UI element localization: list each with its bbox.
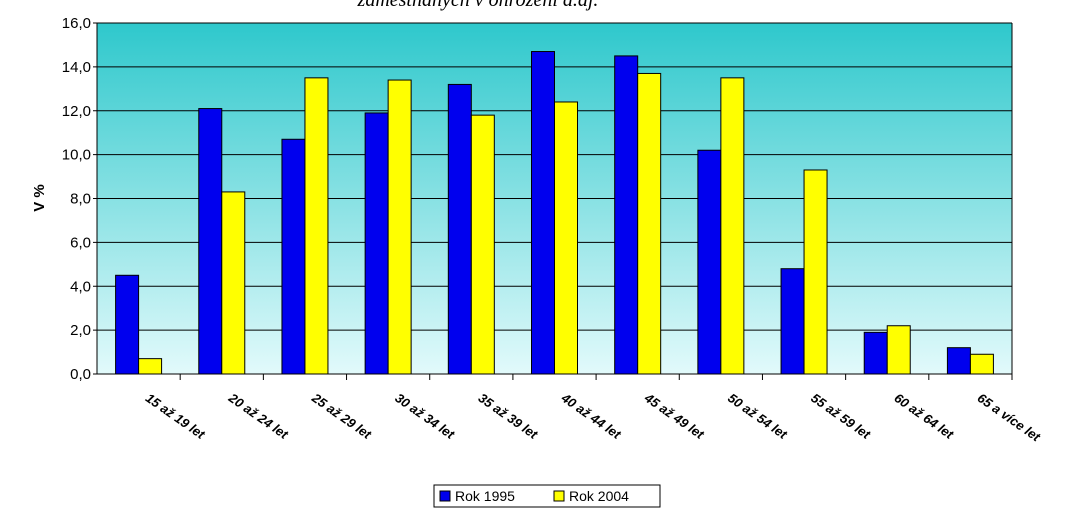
bar-rok-1995 (281, 138, 306, 375)
x-tick-label: 20 až 24 let (225, 390, 291, 443)
bar-rok-1995 (447, 83, 472, 375)
bar-rok-2004 (387, 79, 412, 375)
x-tick-label: 35 až 39 let (476, 390, 541, 442)
x-tick-label: 25 až 29 let (308, 390, 374, 443)
bar-rok-1995 (863, 331, 888, 375)
y-axis-label: V % (31, 184, 48, 212)
x-tick-label: 30 až 34 let (392, 390, 457, 442)
x-tick-label: 45 až 49 let (641, 390, 707, 443)
bar-rok-2004 (554, 101, 578, 375)
y-tick-label: 4,0 (70, 278, 91, 295)
bar-rok-2004 (637, 72, 662, 375)
bar-rok-1995 (531, 51, 555, 375)
legend-swatch-2004 (553, 490, 565, 502)
legend-label-2004: Rok 2004 (569, 488, 629, 504)
bar-rok-2004 (803, 169, 828, 375)
x-tick-label: 50 až 54 let (725, 390, 790, 442)
bar-rok-1995 (198, 108, 223, 375)
legend-swatch-1995 (439, 490, 451, 502)
bar-rok-2004 (221, 191, 246, 375)
y-tick-label: 8,0 (70, 191, 91, 208)
bar-rok-1995 (697, 149, 722, 375)
chart-title: zaměstnaných v ohrožení a.aj. (357, 0, 599, 11)
bar-rok-2004 (138, 358, 163, 375)
bar-rok-2004 (470, 114, 495, 375)
bar-rok-2004 (969, 353, 994, 375)
bar-rok-1995 (115, 274, 140, 375)
bar-rok-1995 (614, 55, 639, 375)
legend-box (433, 484, 661, 508)
y-tick-label: 0,0 (70, 366, 91, 383)
x-tick-label: 55 až 59 let (808, 390, 873, 442)
y-tick-label: 10,0 (62, 147, 91, 164)
x-tick-label: 15 až 19 let (143, 390, 208, 442)
x-tick-label: 65 a více let (975, 390, 1044, 445)
y-tick-label: 12,0 (62, 103, 91, 120)
bar-rok-1995 (364, 112, 389, 375)
x-tick-label: 60 až 64 let (892, 390, 957, 442)
y-tick-label: 6,0 (70, 234, 91, 251)
legend: Rok 1995 Rok 2004 (433, 484, 661, 508)
legend-label-1995: Rok 1995 (455, 488, 515, 504)
bar-rok-1995 (946, 347, 971, 375)
y-tick-label: 16,0 (62, 15, 91, 32)
y-tick-label: 14,0 (62, 59, 91, 76)
bar-rok-2004 (304, 77, 329, 375)
x-tick-label: 40 až 44 let (558, 390, 624, 443)
y-tick-label: 2,0 (70, 322, 91, 339)
bar-rok-1995 (780, 268, 805, 375)
bar-rok-2004 (720, 77, 745, 375)
bar-rok-2004 (886, 325, 911, 375)
